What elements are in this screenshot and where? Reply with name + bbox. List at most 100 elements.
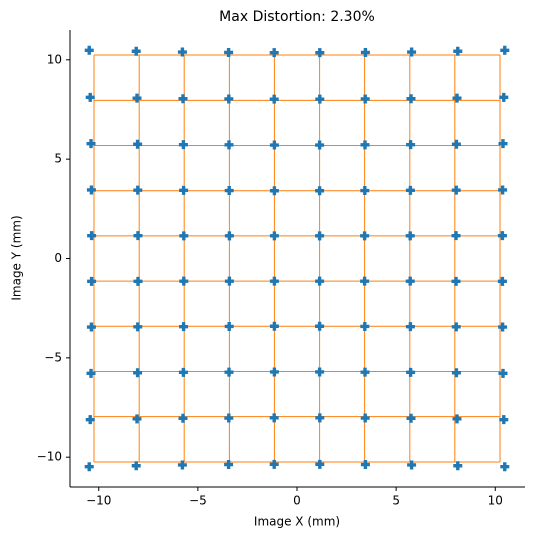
point — [406, 413, 416, 423]
y-tick-label: 10 — [47, 52, 62, 66]
point — [405, 185, 415, 195]
point — [87, 276, 97, 286]
point — [497, 276, 507, 286]
point — [360, 367, 370, 377]
point — [497, 231, 507, 241]
point — [85, 415, 95, 425]
point — [132, 414, 142, 424]
point — [269, 231, 279, 241]
x-tick-label: −5 — [189, 494, 207, 508]
point — [453, 46, 463, 56]
point — [451, 368, 461, 378]
point — [451, 185, 461, 195]
point — [269, 321, 279, 331]
point — [178, 140, 188, 150]
point — [178, 367, 188, 377]
point — [360, 94, 370, 104]
point — [360, 276, 370, 286]
point — [133, 185, 143, 195]
point — [360, 413, 370, 423]
point — [131, 461, 141, 471]
point — [269, 413, 279, 423]
x-tick-label: 0 — [293, 494, 301, 508]
point — [407, 460, 417, 470]
point — [451, 276, 461, 286]
point — [452, 414, 462, 424]
point — [315, 276, 325, 286]
point — [269, 186, 279, 196]
point — [360, 231, 370, 241]
point — [360, 47, 370, 57]
point — [405, 231, 415, 241]
point — [406, 94, 416, 104]
point — [131, 46, 141, 56]
point — [86, 368, 96, 378]
point — [315, 321, 325, 331]
point — [224, 47, 234, 57]
point — [360, 321, 370, 331]
point — [86, 139, 96, 149]
point — [133, 322, 143, 332]
point — [315, 140, 325, 150]
point — [87, 231, 97, 241]
point — [498, 322, 508, 332]
point — [269, 367, 279, 377]
point — [133, 368, 143, 378]
point — [224, 276, 234, 286]
x-tick-label: −10 — [86, 494, 111, 508]
point — [451, 322, 461, 332]
point — [451, 231, 461, 241]
point — [500, 45, 510, 55]
point — [407, 47, 417, 57]
point — [86, 322, 96, 332]
point — [315, 367, 325, 377]
point — [500, 462, 510, 472]
point — [179, 322, 189, 332]
point — [133, 231, 143, 241]
y-tick-label: 5 — [54, 152, 62, 166]
point — [315, 48, 325, 58]
point — [178, 413, 188, 423]
point — [224, 186, 234, 196]
point — [269, 48, 279, 58]
point — [498, 368, 508, 378]
point — [224, 321, 234, 331]
point — [315, 231, 325, 241]
point — [499, 415, 509, 425]
chart-title: Max Distortion: 2.30% — [219, 9, 375, 25]
point — [224, 460, 234, 470]
point — [360, 460, 370, 470]
point — [85, 92, 95, 102]
point — [499, 92, 509, 102]
y-axis-label: Image Y (mm) — [10, 215, 24, 300]
point — [84, 462, 94, 472]
y-tick-label: 0 — [54, 251, 62, 265]
point — [405, 276, 415, 286]
point — [269, 459, 279, 469]
x-tick-label: 5 — [392, 494, 400, 508]
point — [360, 186, 370, 196]
point — [315, 413, 325, 423]
point — [498, 185, 508, 195]
point — [315, 186, 325, 196]
y-tick-label: −5 — [44, 350, 62, 364]
point — [132, 93, 142, 103]
point — [269, 94, 279, 104]
point — [406, 140, 416, 150]
y-tick-label: −10 — [37, 450, 62, 464]
point — [315, 459, 325, 469]
point — [84, 45, 94, 55]
point — [224, 140, 234, 150]
point — [177, 47, 187, 57]
point — [133, 139, 143, 149]
point — [498, 139, 508, 149]
point — [405, 322, 415, 332]
point — [179, 231, 189, 241]
point — [224, 367, 234, 377]
point — [453, 461, 463, 471]
point — [179, 276, 189, 286]
point — [224, 231, 234, 241]
point — [406, 367, 416, 377]
point — [178, 94, 188, 104]
